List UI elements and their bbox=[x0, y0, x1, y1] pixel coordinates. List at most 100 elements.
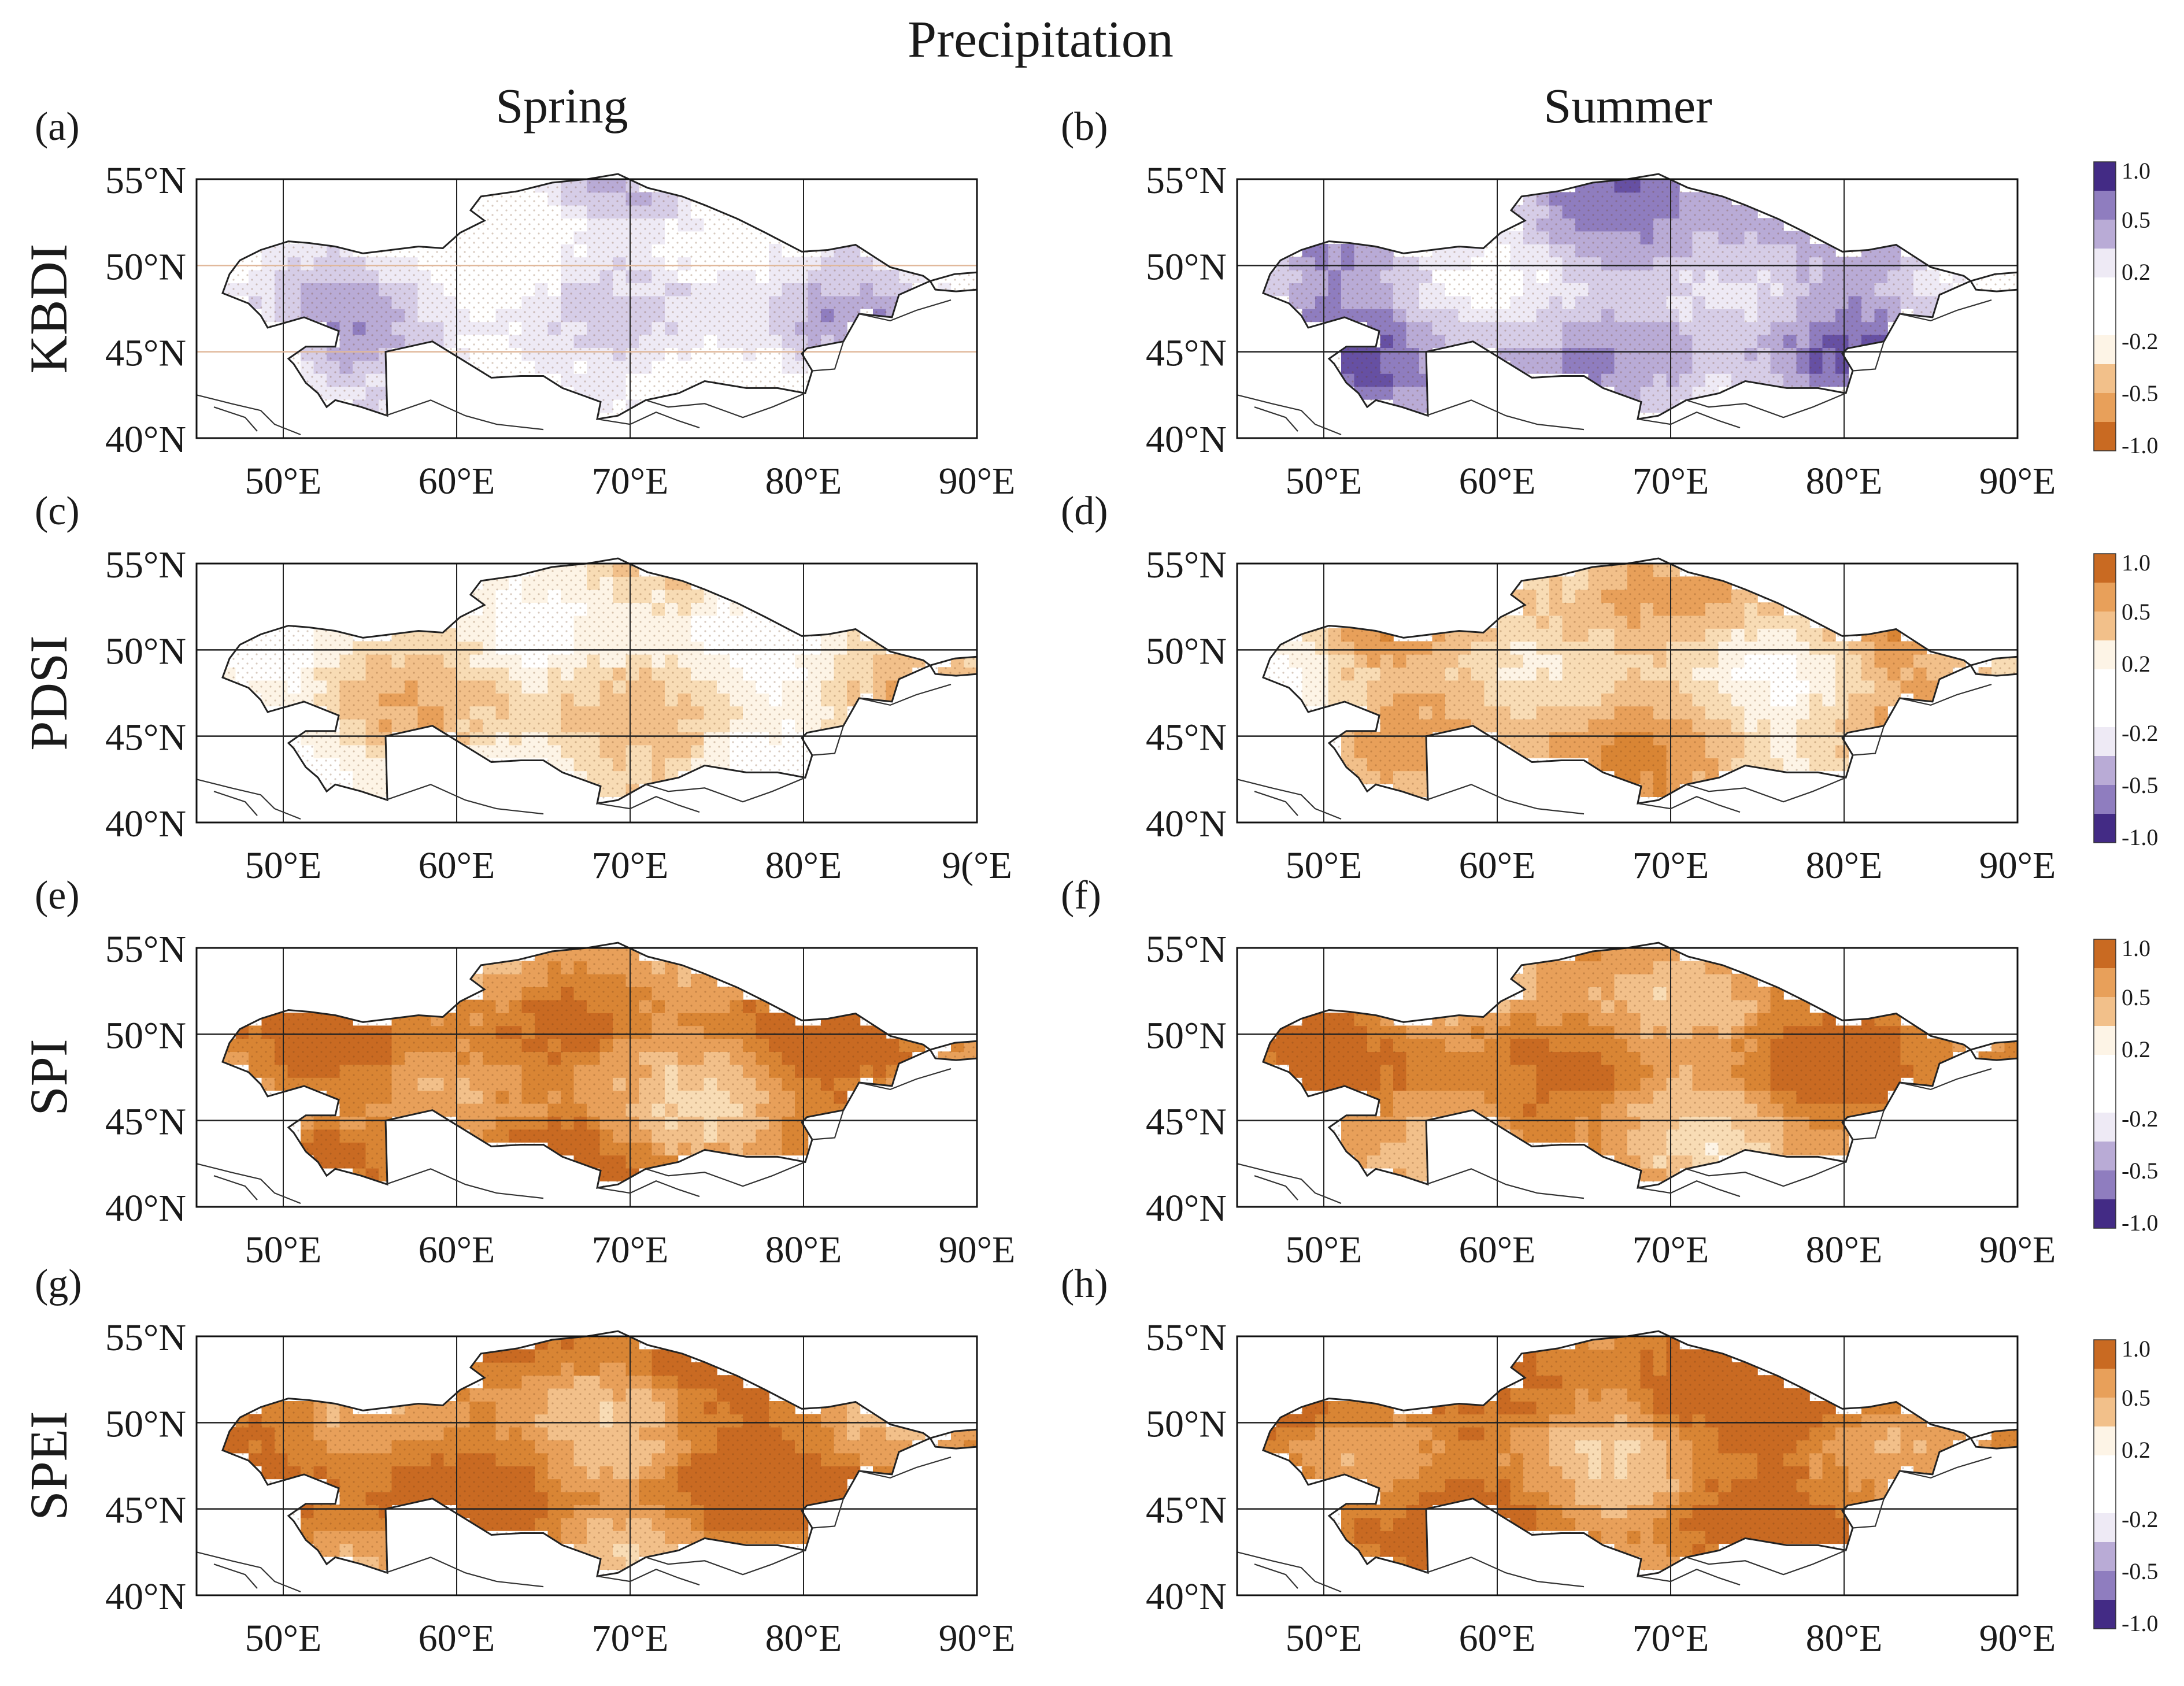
lat-tick-label: 50°N bbox=[105, 246, 186, 288]
row-title-spei: SPEI bbox=[19, 1411, 78, 1520]
colorbar-tick-label: -1.0 bbox=[2122, 432, 2158, 458]
colorbar-tick-label: 0.5 bbox=[2122, 984, 2150, 1010]
colorbar-tick-label: 1.0 bbox=[2122, 1336, 2150, 1362]
lat-tick-label: 45°N bbox=[1146, 1489, 1227, 1532]
panel-label: (a) bbox=[35, 105, 80, 149]
lon-tick-label: 70°E bbox=[1633, 844, 1709, 887]
colorbar-tick-label: -0.5 bbox=[2122, 1558, 2158, 1584]
country-outline bbox=[221, 557, 932, 805]
lon-tick-label: 80°E bbox=[765, 460, 842, 502]
panel-label: (c) bbox=[35, 489, 80, 533]
colorbar-tick-label: 1.0 bbox=[2122, 550, 2150, 576]
lat-tick-label: 40°N bbox=[105, 1576, 186, 1618]
colorbar-tick-label: -1.0 bbox=[2122, 1610, 2158, 1636]
country-outline bbox=[1262, 557, 1972, 805]
lon-tick-label: 70°E bbox=[1633, 1617, 1709, 1659]
lat-tick-label: 40°N bbox=[105, 803, 186, 845]
panel-label: (h) bbox=[1061, 1262, 1108, 1306]
lon-tick-label: 60°E bbox=[419, 1617, 495, 1659]
lat-tick-label: 45°N bbox=[105, 717, 186, 759]
map-panels: 55°N 50°N 45°N 40°N 50°E 60°E 70°E 80°E 90°E (a) K… bbox=[19, 105, 2056, 1659]
map-frame bbox=[1236, 562, 2019, 824]
colorbar-tick-label: -0.5 bbox=[2122, 1158, 2158, 1184]
colorbar-spi: 1.0 0.5 0.2 -0.2 -0.5 -1.0 bbox=[2093, 935, 2158, 1236]
lat-tick-label: 40°N bbox=[1146, 1576, 1227, 1618]
lat-tick-label: 45°N bbox=[1146, 717, 1227, 759]
map-panel--g-: 55°N 50°N 45°N 40°N 50°E 60°E 70°E 80°E 90°E (g) S… bbox=[19, 1262, 1015, 1659]
colorbar-tick-label: -1.0 bbox=[2122, 1210, 2158, 1236]
colorbar-tick-label: -0.2 bbox=[2122, 720, 2158, 746]
lon-tick-label: 50°E bbox=[1286, 844, 1363, 887]
lon-tick-label: 90°E bbox=[939, 460, 1016, 502]
lat-tick-label: 45°N bbox=[1146, 1101, 1227, 1143]
lon-tick-label: 60°E bbox=[1459, 460, 1536, 502]
colorbar-tick-label: 1.0 bbox=[2122, 935, 2150, 961]
country-outline bbox=[221, 942, 932, 1189]
lat-tick-label: 55°N bbox=[105, 160, 186, 202]
lon-tick-label: 50°E bbox=[245, 1617, 322, 1659]
lat-tick-label: 40°N bbox=[1146, 803, 1227, 845]
lat-tick-label: 50°N bbox=[1146, 1403, 1227, 1445]
map-panel--b-: 55°N 50°N 45°N 40°N 50°E 60°E 70°E 80°E 90°E (b) bbox=[1061, 105, 2056, 502]
figure-title: Precipitation bbox=[908, 11, 1174, 68]
lat-tick-label: 55°N bbox=[1146, 928, 1227, 970]
significance-stipple bbox=[1263, 564, 2018, 804]
lat-tick-label: 50°N bbox=[1146, 1014, 1227, 1057]
colorbar-tick-label: 0.5 bbox=[2122, 207, 2150, 233]
lon-tick-label: 80°E bbox=[765, 844, 842, 887]
lat-tick-label: 55°N bbox=[1146, 544, 1227, 586]
country-outline bbox=[221, 173, 932, 420]
map-panel--a-: 55°N 50°N 45°N 40°N 50°E 60°E 70°E 80°E 90°E (a) K… bbox=[19, 105, 1015, 502]
map-frame bbox=[1236, 178, 2019, 439]
lon-tick-label: 60°E bbox=[1459, 844, 1536, 887]
colorbar-tick-label: 0.2 bbox=[2122, 651, 2150, 677]
map-panel--h-: 55°N 50°N 45°N 40°N 50°E 60°E 70°E 80°E 90°E (h) bbox=[1061, 1262, 2056, 1659]
row-title-kbdi: KBDI bbox=[19, 244, 78, 374]
map-panel--d-: 55°N 50°N 45°N 40°N 50°E 60°E 70°E 80°E 90°E (d) bbox=[1061, 489, 2056, 887]
lon-tick-label: 90°E bbox=[1979, 1229, 2056, 1271]
lat-tick-label: 55°N bbox=[1146, 1317, 1227, 1359]
significance-stipple bbox=[223, 1336, 977, 1577]
lat-tick-label: 40°N bbox=[105, 1187, 186, 1229]
lon-tick-label: 50°E bbox=[245, 1229, 322, 1271]
column-title-summer: Summer bbox=[1543, 78, 1712, 134]
row-title-spi: SPI bbox=[19, 1039, 78, 1116]
lon-tick-label: 60°E bbox=[419, 844, 495, 887]
significance-stipple bbox=[1263, 1336, 2018, 1577]
map-frame bbox=[195, 1335, 978, 1596]
colorbar-kbdi: 1.0 0.5 0.2 -0.2 -0.5 -1.0 bbox=[2093, 158, 2158, 458]
country-outline bbox=[1262, 942, 1972, 1189]
map-panel--c-: 55°N 50°N 45°N 40°N 50°E 60°E 70°E 80°E 9(°E (c) P… bbox=[19, 489, 1012, 887]
lat-tick-label: 40°N bbox=[1146, 418, 1227, 461]
lat-tick-label: 55°N bbox=[105, 928, 186, 970]
map-panel--e-: 55°N 50°N 45°N 40°N 50°E 60°E 70°E 80°E 90°E (e) S… bbox=[19, 873, 1015, 1271]
lon-tick-label: 60°E bbox=[419, 1229, 495, 1271]
lon-tick-label: 60°E bbox=[1459, 1229, 1536, 1271]
colorbar-tick-label: 1.0 bbox=[2122, 158, 2150, 184]
lon-tick-label: 90°E bbox=[1979, 460, 2056, 502]
lon-tick-label: 80°E bbox=[1806, 1617, 1883, 1659]
country-outline bbox=[1262, 1330, 1972, 1577]
lat-tick-label: 45°N bbox=[1146, 332, 1227, 375]
colorbar-tick-label: -0.2 bbox=[2122, 1106, 2158, 1132]
lon-tick-label: 90°E bbox=[939, 1617, 1016, 1659]
significance-stipple bbox=[1263, 948, 2018, 1188]
colorbars: 1.0 0.5 0.2 -0.2 -0.5 -1.0 1.0 0.5 0.2 -0.2 -0.5 -1… bbox=[2093, 158, 2158, 1636]
lat-tick-label: 45°N bbox=[105, 1489, 186, 1532]
map-panel--f-: 55°N 50°N 45°N 40°N 50°E 60°E 70°E 80°E 90°E (f) bbox=[1061, 873, 2056, 1271]
lon-tick-label: 70°E bbox=[1633, 460, 1709, 502]
colorbar-tick-label: -0.5 bbox=[2122, 380, 2158, 406]
colorbar-tick-label: -0.5 bbox=[2122, 772, 2158, 798]
lon-tick-label: 50°E bbox=[1286, 1229, 1363, 1271]
lon-tick-label: 80°E bbox=[1806, 460, 1883, 502]
map-frame bbox=[1236, 947, 2019, 1208]
colorbar-tick-label: 0.2 bbox=[2122, 1036, 2150, 1062]
lon-tick-label: 90°E bbox=[1979, 844, 2056, 887]
lon-tick-label: 60°E bbox=[1459, 1617, 1536, 1659]
lat-tick-label: 50°N bbox=[105, 1014, 186, 1057]
lat-tick-label: 50°N bbox=[105, 1403, 186, 1445]
lon-tick-label: 50°E bbox=[245, 844, 322, 887]
map-frame bbox=[195, 562, 978, 824]
colorbar-tick-label: -1.0 bbox=[2122, 824, 2158, 850]
